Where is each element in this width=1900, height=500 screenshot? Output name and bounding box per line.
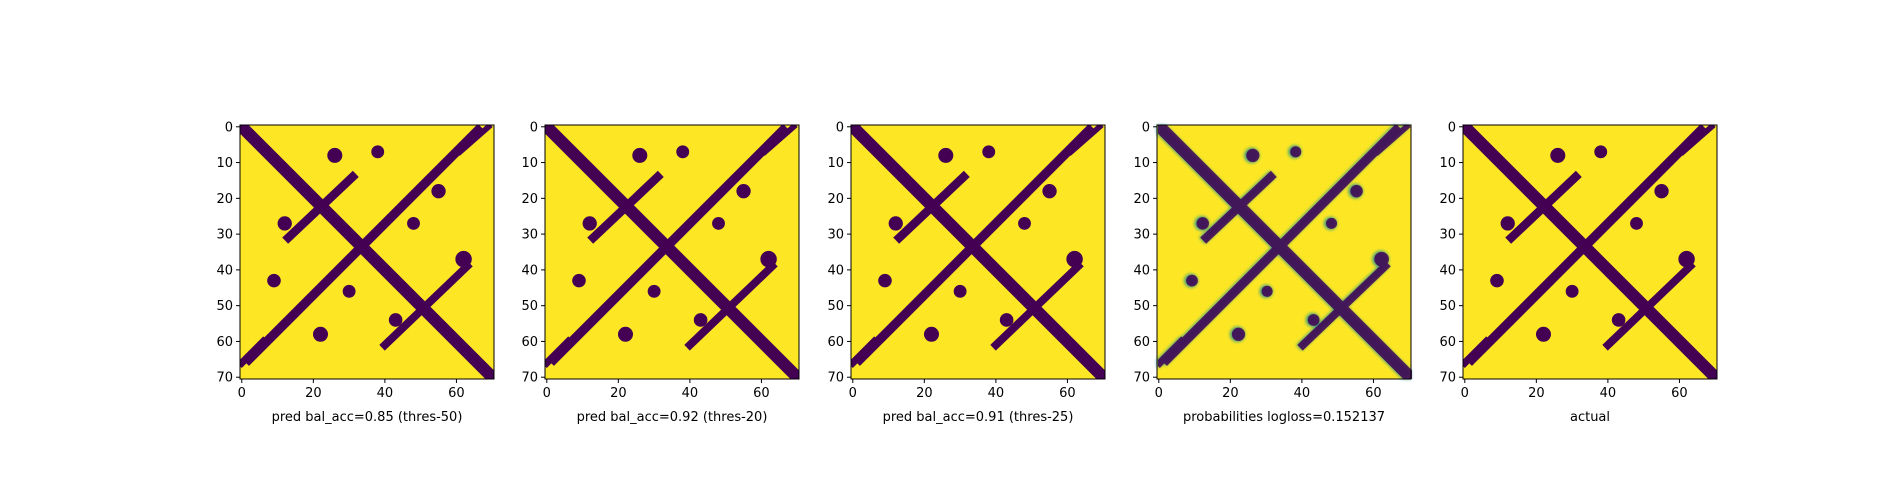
y-tick-label: 20 xyxy=(216,192,233,207)
x-tick-label: 20 xyxy=(916,386,933,401)
y-tick-label: 30 xyxy=(827,228,844,243)
x-tick-label: 40 xyxy=(682,386,699,401)
y-tick-label: 30 xyxy=(1439,228,1456,243)
y-tick-label: 50 xyxy=(1439,299,1456,314)
x-tick-label: 0 xyxy=(543,386,551,401)
y-tick-label: 40 xyxy=(1133,263,1150,278)
x-tick-label: 0 xyxy=(1155,386,1163,401)
y-tick-label: 0 xyxy=(1448,120,1456,135)
y-tick-label: 30 xyxy=(216,228,233,243)
y-tick-label: 60 xyxy=(827,335,844,350)
y-tick-label: 10 xyxy=(1439,156,1456,171)
x-tick-label: 60 xyxy=(753,386,770,401)
panel: 0 20 40 60 0 10 20 30 40 50 60 70 probabilities logl… xyxy=(1133,120,1411,425)
y-tick-label: 0 xyxy=(1142,120,1150,135)
x-tick-label: 0 xyxy=(1461,386,1469,401)
y-tick-label: 40 xyxy=(827,263,844,278)
y-tick-label: 50 xyxy=(1133,299,1150,314)
y-tick-label: 70 xyxy=(216,371,233,386)
y-tick-label: 10 xyxy=(521,156,538,171)
x-tick-label: 0 xyxy=(849,386,857,401)
y-tick-label: 0 xyxy=(836,120,844,135)
x-tick-label: 20 xyxy=(1222,386,1239,401)
y-tick-label: 50 xyxy=(521,299,538,314)
y-tick-label: 70 xyxy=(1439,371,1456,386)
x-tick-label: 20 xyxy=(610,386,627,401)
y-tick-label: 20 xyxy=(521,192,538,207)
x-axis-label: pred bal_acc=0.92 (thres-20) xyxy=(577,410,768,425)
y-tick-label: 30 xyxy=(521,228,538,243)
y-tick-label: 10 xyxy=(1133,156,1150,171)
axes-frame xyxy=(239,124,495,380)
x-axis-label: probabilities logloss=0.152137 xyxy=(1183,410,1385,425)
y-tick-label: 60 xyxy=(521,335,538,350)
axes-frame xyxy=(544,124,800,380)
y-tick-label: 0 xyxy=(530,120,538,135)
x-axis-label: pred bal_acc=0.85 (thres-50) xyxy=(272,410,463,425)
y-tick-label: 50 xyxy=(827,299,844,314)
x-tick-label: 60 xyxy=(1059,386,1076,401)
x-tick-label: 40 xyxy=(377,386,394,401)
y-tick-label: 10 xyxy=(827,156,844,171)
y-tick-label: 20 xyxy=(827,192,844,207)
y-tick-label: 40 xyxy=(216,263,233,278)
x-tick-label: 60 xyxy=(448,386,465,401)
x-axis-label: actual xyxy=(1570,410,1610,425)
y-tick-label: 70 xyxy=(521,371,538,386)
x-tick-label: 40 xyxy=(1600,386,1617,401)
y-tick-label: 60 xyxy=(1439,335,1456,350)
x-axis-label: pred bal_acc=0.91 (thres-25) xyxy=(883,410,1074,425)
y-tick-label: 60 xyxy=(216,335,233,350)
y-tick-label: 10 xyxy=(216,156,233,171)
x-tick-label: 0 xyxy=(238,386,246,401)
y-tick-label: 70 xyxy=(827,371,844,386)
y-tick-label: 70 xyxy=(1133,371,1150,386)
axes-frame xyxy=(850,124,1106,380)
x-tick-label: 60 xyxy=(1671,386,1688,401)
y-tick-label: 20 xyxy=(1439,192,1456,207)
x-tick-label: 40 xyxy=(988,386,1005,401)
x-tick-label: 20 xyxy=(305,386,322,401)
y-tick-label: 30 xyxy=(1133,228,1150,243)
axes-frame xyxy=(1156,124,1412,380)
x-tick-label: 20 xyxy=(1528,386,1545,401)
y-tick-label: 40 xyxy=(521,263,538,278)
axes-frame xyxy=(1462,124,1718,380)
panel: 0 20 40 60 0 10 20 30 40 50 60 70 pred bal_acc=0.85 … xyxy=(216,120,495,425)
panel: 0 20 40 60 0 10 20 30 40 50 60 70 actual xyxy=(1439,120,1718,425)
x-tick-label: 40 xyxy=(1294,386,1311,401)
y-tick-label: 40 xyxy=(1439,263,1456,278)
y-tick-label: 0 xyxy=(225,120,233,135)
panel: 0 20 40 60 0 10 20 30 40 50 60 70 pred bal_acc=0.92 … xyxy=(521,120,800,425)
x-tick-label: 60 xyxy=(1365,386,1382,401)
y-tick-label: 50 xyxy=(216,299,233,314)
panel: 0 20 40 60 0 10 20 30 40 50 60 70 pred bal_acc=0.91 … xyxy=(827,120,1106,425)
y-tick-label: 20 xyxy=(1133,192,1150,207)
y-tick-label: 60 xyxy=(1133,335,1150,350)
